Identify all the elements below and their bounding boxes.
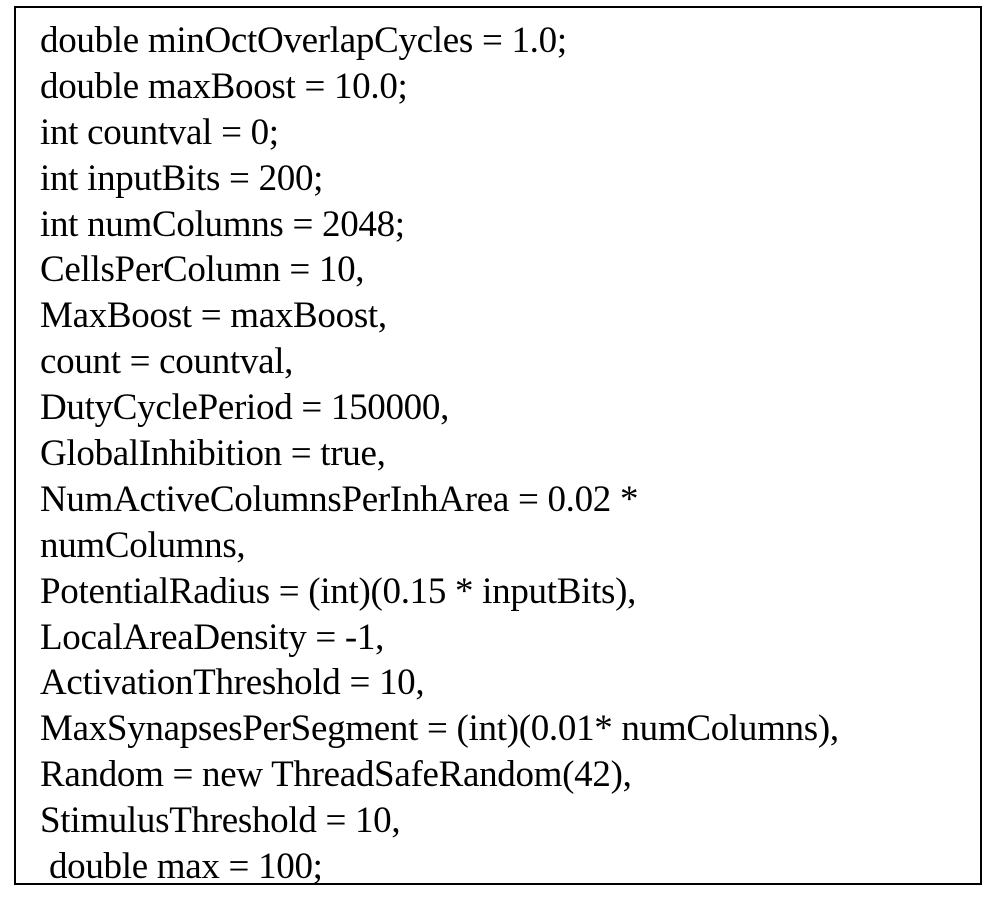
code-lines: double minOctOverlapCycles = 1.0; double… [40, 18, 839, 890]
code-line-num-columns-decl: int numColumns = 2048; [40, 203, 405, 245]
code-line-countval-decl: int countval = 0; [40, 111, 279, 153]
code-line-num-columns-continuation: numColumns, [40, 524, 246, 566]
code-line-potential-radius: PotentialRadius = (int)(0.15 * inputBits… [40, 570, 637, 612]
code-line-max-boost-assign: MaxBoost = maxBoost, [40, 295, 387, 337]
code-line-duty-cycle-period: DutyCyclePeriod = 150000, [40, 387, 450, 429]
code-line-count-assign: count = countval, [40, 341, 294, 383]
code-line-double-max: double max = 100; [40, 846, 323, 888]
code-snippet-box: double minOctOverlapCycles = 1.0; double… [14, 6, 982, 887]
code-line-cells-per-column: CellsPerColumn = 10, [40, 249, 365, 291]
code-line-max-boost-decl: double maxBoost = 10.0; [40, 65, 408, 107]
code-line-stimulus-threshold: StimulusThreshold = 10, [40, 800, 401, 842]
code-line-activation-threshold: ActivationThreshold = 10, [40, 662, 425, 704]
code-line-max-synapses-per-segment: MaxSynapsesPerSegment = (int)(0.01* numC… [40, 708, 839, 750]
code-line-global-inhibition: GlobalInhibition = true, [40, 433, 386, 475]
code-line-num-active-columns: NumActiveColumnsPerInhArea = 0.02 * [40, 478, 639, 520]
code-line-random: Random = new ThreadSafeRandom(42), [40, 754, 632, 796]
code-line-local-area-density: LocalAreaDensity = -1, [40, 616, 385, 658]
code-line-min-oct-overlap-cycles: double minOctOverlapCycles = 1.0; [40, 20, 567, 61]
code-line-input-bits-decl: int inputBits = 200; [40, 157, 324, 199]
